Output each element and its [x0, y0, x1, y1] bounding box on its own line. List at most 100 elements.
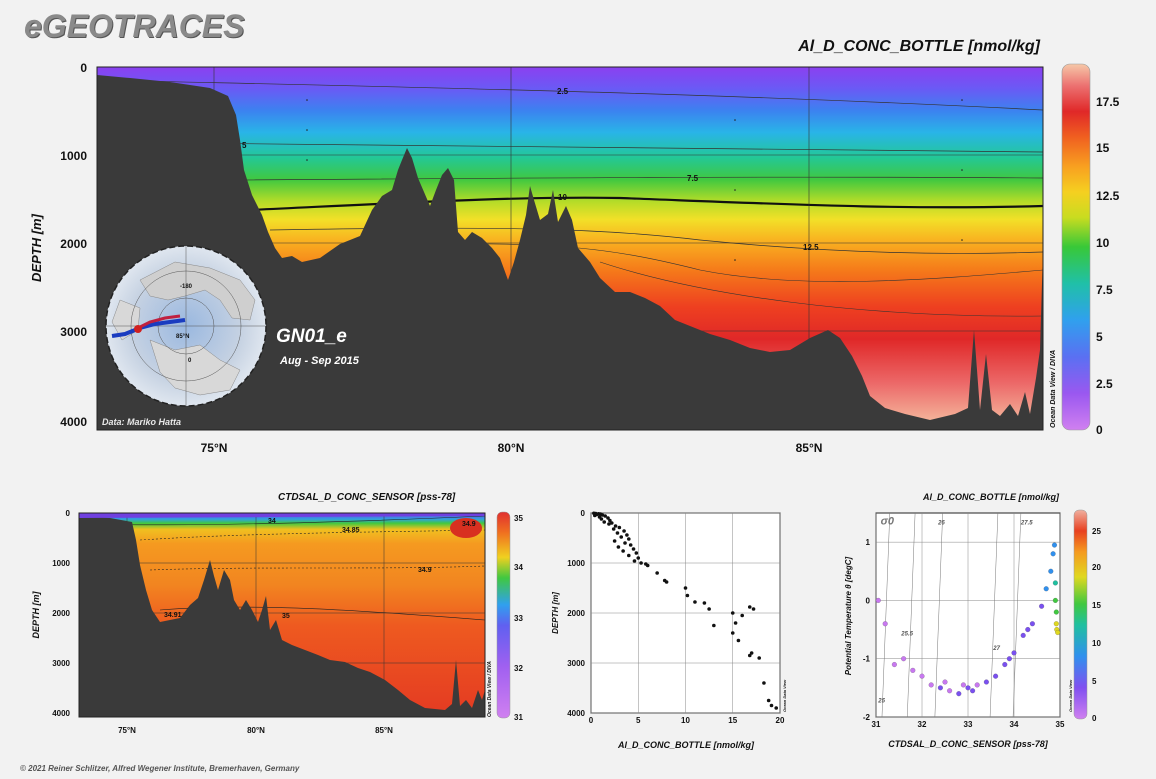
ts-isopycnal-label: 25.5 — [900, 631, 913, 637]
profile-point — [607, 522, 611, 526]
profile-point — [627, 553, 631, 558]
ts-point — [1025, 627, 1031, 633]
profile-point — [603, 514, 607, 518]
map-label: 85°N — [176, 334, 189, 340]
ts-point — [937, 685, 943, 691]
main-x-tick: 85°N — [796, 441, 823, 455]
ts-colorbar-tick: 0 — [1092, 714, 1097, 723]
main-odv-tag: Ocean Data View / DIVA — [1050, 350, 1057, 428]
ts-isopycnal — [934, 512, 943, 718]
profile-y-label: DEPTH [m] — [551, 592, 560, 634]
profile-point — [617, 525, 622, 530]
main-colorbar-tick: 7.5 — [1096, 283, 1113, 297]
ts-point — [1039, 603, 1045, 609]
ts-isopycnal — [907, 512, 916, 718]
ts-x-tick: 33 — [964, 720, 973, 729]
sal-colorbar-tick: 32 — [514, 664, 523, 673]
map-label: 0 — [188, 358, 192, 364]
profile-point — [683, 586, 688, 590]
copyright-footer: © 2021 Reiner Schlitzer, Alfred Wegener … — [20, 764, 300, 773]
ts-point — [993, 673, 999, 679]
ts-point — [1053, 621, 1059, 627]
sal-y-tick: 0 — [66, 509, 71, 518]
ts-point — [1048, 568, 1054, 574]
main-colorbar — [1061, 63, 1091, 431]
ts-point — [970, 688, 976, 694]
ts-x-label: CTDSAL_D_CONC_SENSOR [pss-78] — [888, 739, 1049, 749]
ts-isopycnal-label: 27.5 — [1020, 521, 1033, 527]
profile-point — [736, 638, 741, 643]
ts-colorbar — [1073, 509, 1088, 720]
ts-isopycnal-label: σ0 — [881, 516, 895, 528]
profile-y-tick: 1000 — [567, 559, 585, 568]
main-x-tick: 80°N — [498, 441, 525, 455]
ts-y-tick: 1 — [866, 538, 871, 547]
profile-point — [608, 518, 612, 523]
salinity-terrain — [79, 516, 485, 717]
main-y-tick: 2000 — [60, 237, 87, 251]
profile-x-tick: 15 — [728, 716, 737, 725]
profile-point — [623, 541, 627, 545]
ts-point — [875, 597, 881, 603]
ts-point — [942, 679, 948, 685]
profile-x-tick: 10 — [681, 716, 690, 725]
ts-isopycnal — [989, 512, 999, 718]
sal-contour-label: 34.91 — [164, 612, 182, 619]
main-colorbar-tick: 0 — [1096, 423, 1103, 437]
data-credit: Data: Mariko Hatta — [102, 417, 181, 427]
main-y-tick: 1000 — [60, 149, 87, 163]
profile-point — [634, 551, 639, 555]
ts-colorbar-tick: 15 — [1092, 601, 1101, 610]
profile-point — [627, 537, 631, 541]
ts-point — [1043, 586, 1049, 592]
ts-point — [960, 682, 966, 688]
ts-point — [1052, 597, 1058, 603]
profile-point — [693, 600, 697, 604]
sal-x-tick: 85°N — [375, 726, 393, 735]
ts-point — [928, 682, 934, 688]
sal-colorbar-tick: 34 — [514, 563, 523, 572]
theta-salinity-plot: 31 32 33 34 35 1 0 -1 -2 σ0 25 25.5 26 27 27.5 — [863, 512, 1065, 729]
profile-point — [609, 521, 614, 525]
ts-point — [1052, 580, 1058, 586]
ts-isopycnal-label: 27 — [992, 646, 1000, 652]
ts-x-tick: 32 — [918, 720, 927, 729]
profile-point — [645, 563, 650, 568]
salinity-title: CTDSAL_D_CONC_SENSOR [pss-78] — [278, 492, 456, 503]
profile-point — [606, 516, 610, 520]
profile-x-tick: 20 — [776, 716, 785, 725]
ts-odv-tag: Ocean Data View — [1068, 679, 1073, 712]
ts-y-tick: -2 — [863, 713, 871, 722]
profile-point — [639, 561, 643, 565]
sal-x-tick: 75°N — [118, 726, 136, 735]
ts-point — [1053, 609, 1059, 615]
ts-y-tick: 0 — [866, 596, 871, 605]
ts-colorbar-tick: 10 — [1092, 639, 1101, 648]
inset-polar-map: -180 0 85°N — [105, 245, 267, 407]
main-contours — [97, 67, 1043, 430]
ts-point — [1050, 551, 1056, 557]
profile-point — [707, 607, 711, 611]
profile-point — [616, 545, 621, 549]
ts-isopycnal-label: 26 — [937, 521, 945, 527]
sal-y-tick: 2000 — [52, 609, 70, 618]
ts-point — [901, 656, 907, 662]
profile-point — [621, 549, 625, 553]
profile-point — [730, 631, 735, 635]
main-y-tick: 4000 — [60, 415, 87, 429]
profile-x-label: Al_D_CONC_BOTTLE [nmol/kg] — [617, 740, 755, 750]
main-y-label: DEPTH [m] — [29, 213, 44, 282]
sal-y-tick: 1000 — [52, 559, 70, 568]
sal-y-label: DEPTH [m] — [31, 590, 41, 638]
profile-point — [625, 533, 629, 537]
sal-contour-label: 34.85 — [342, 527, 360, 534]
ts-point — [983, 679, 989, 685]
ts-isopycnal — [881, 512, 891, 718]
ts-isopycnal-label: 25 — [877, 698, 885, 704]
profile-y-tick: 0 — [581, 509, 586, 518]
ts-point — [965, 685, 971, 691]
sal-contour-label: 34.9 — [462, 521, 476, 528]
ts-colorbar-tick: 25 — [1092, 527, 1101, 536]
profile-point — [655, 571, 659, 575]
